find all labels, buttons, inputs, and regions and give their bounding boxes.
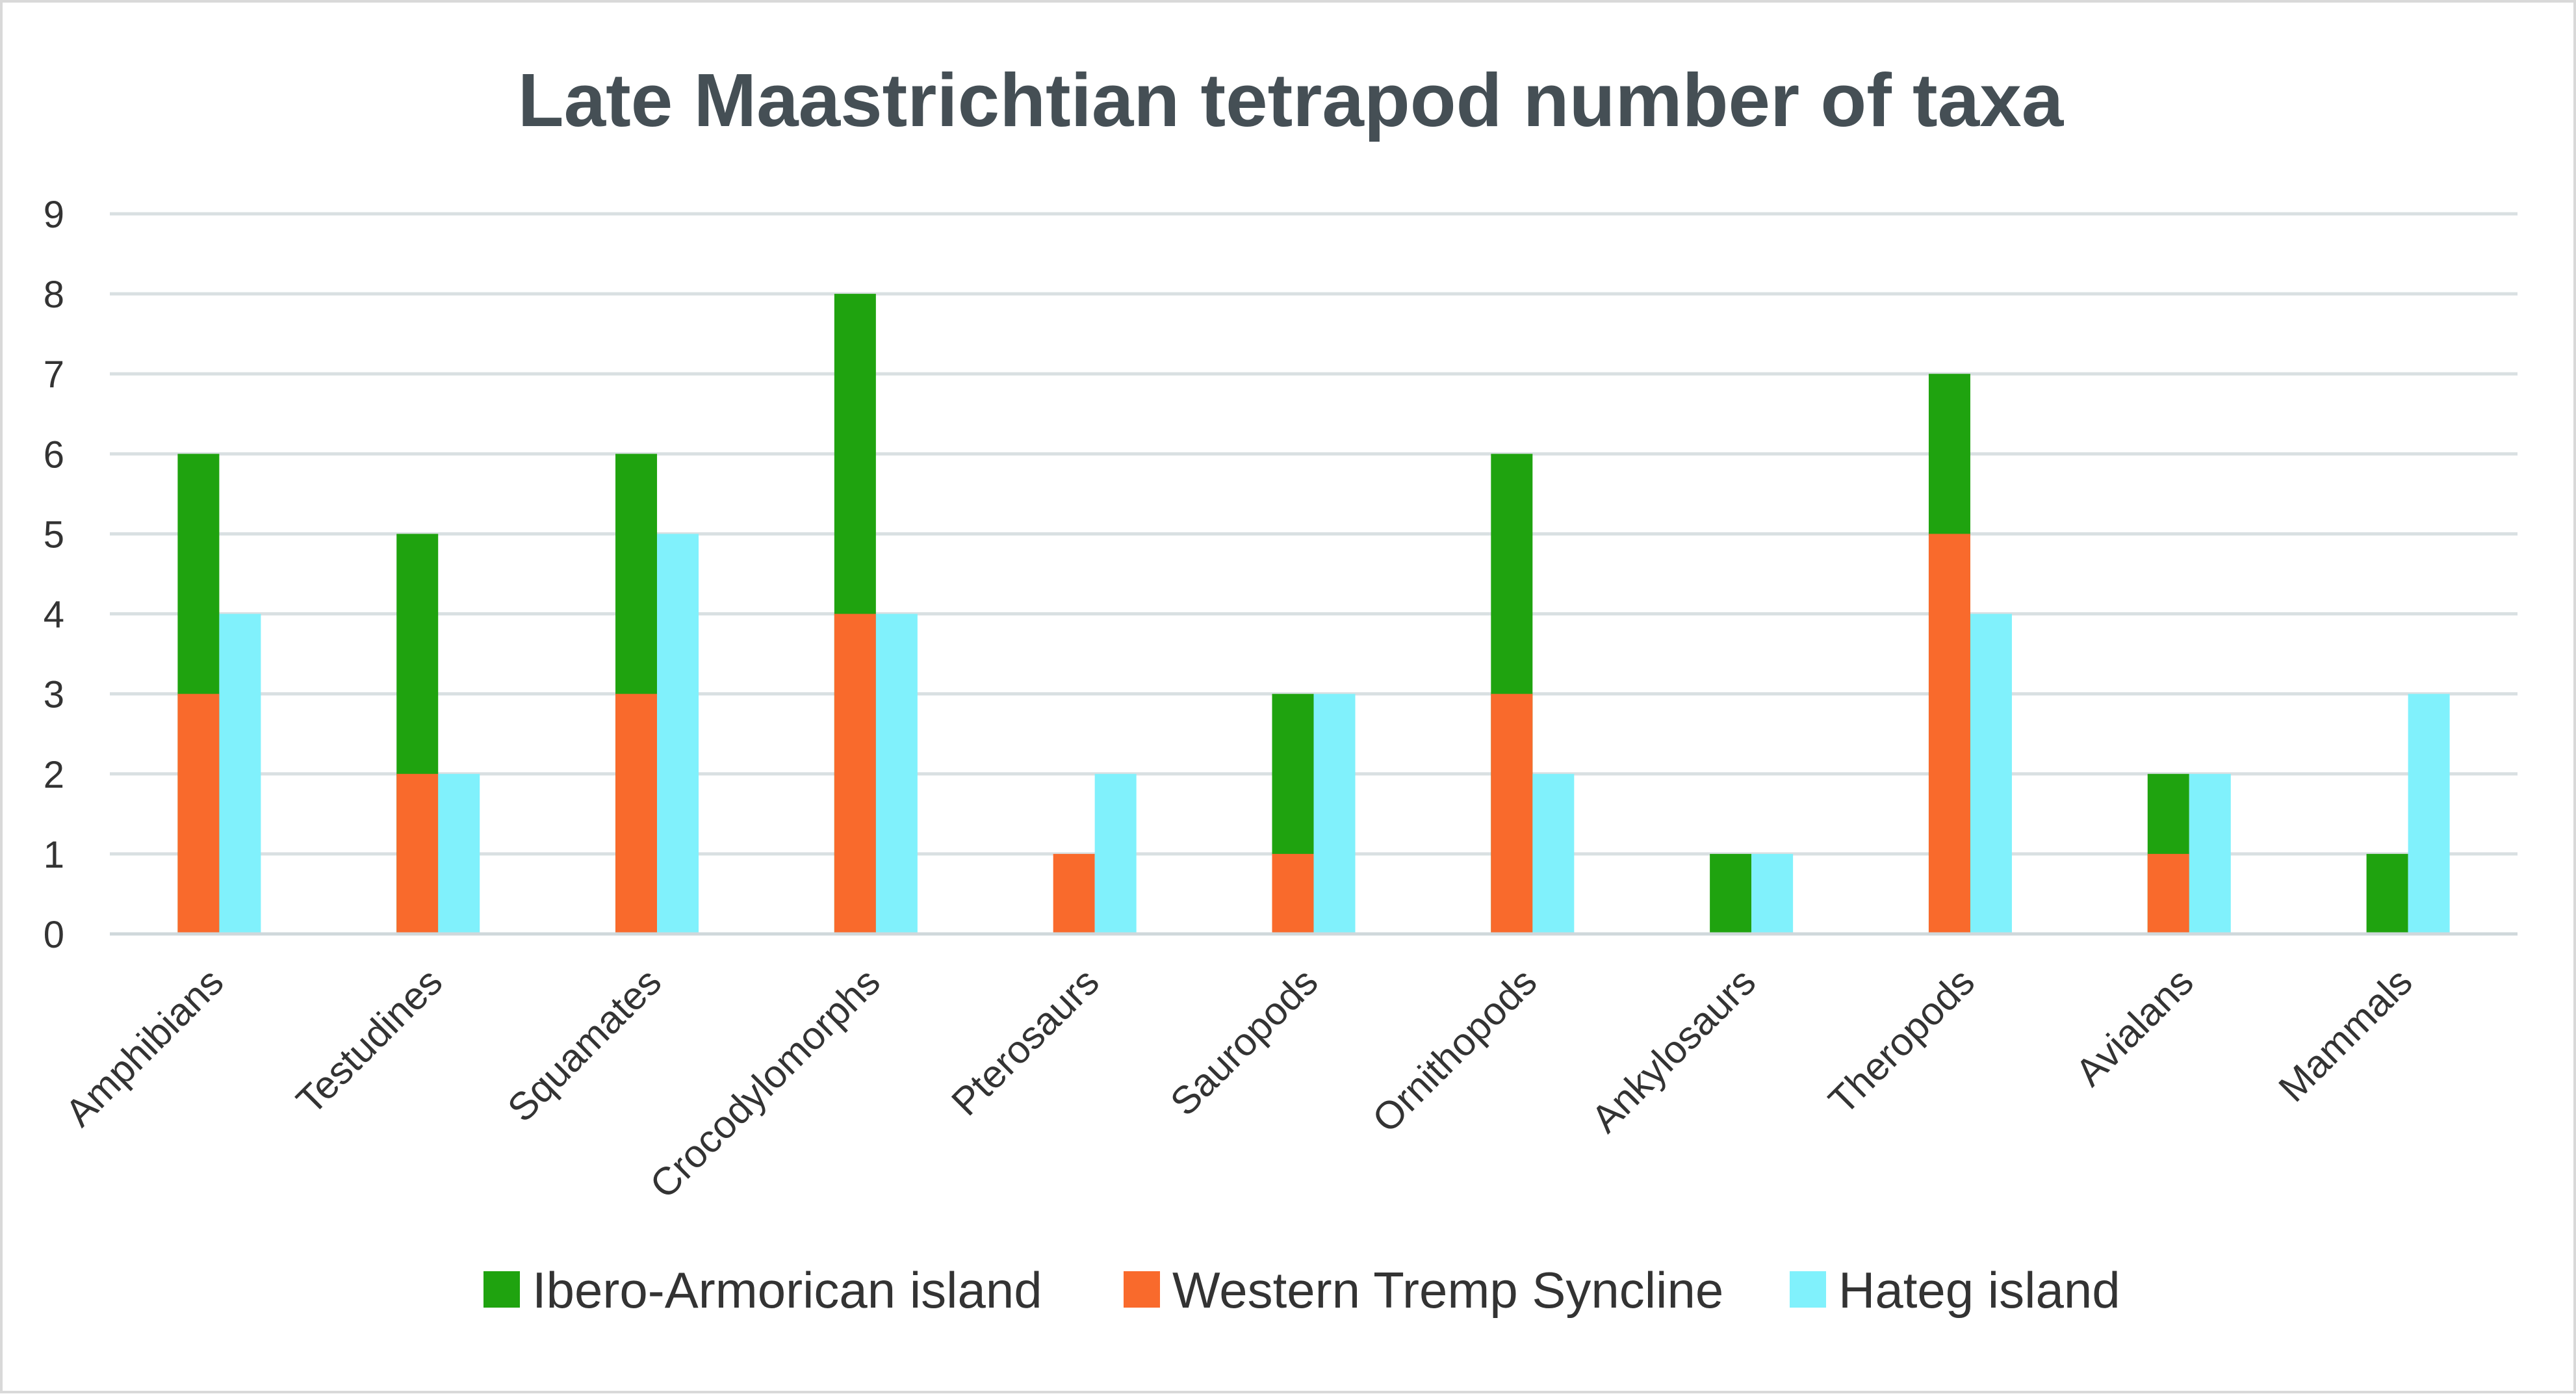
bar-western-tremp-avialans (2147, 853, 2189, 934)
y-tick-label: 0 (44, 914, 64, 956)
bar-hateg-sauropods (1313, 693, 1356, 934)
bar-western-tremp-sauropods (1272, 853, 1314, 934)
bar-hateg-amphibians (219, 614, 261, 934)
x-category-label: Amphibians (57, 960, 232, 1135)
bar-hateg-squamates (657, 534, 699, 934)
y-tick-label: 4 (44, 594, 64, 636)
bar-hateg-mammals (2408, 693, 2450, 934)
bar-hateg-crocodylomorphs (875, 614, 918, 934)
bar-western-tremp-theropods (1928, 534, 1970, 934)
bar-western-tremp-pterosaurs (1053, 853, 1095, 934)
legend-label: Ibero-Armorican island (532, 1261, 1042, 1319)
x-category-label: Ankylosaurs (1583, 960, 1764, 1141)
legend-swatch (1124, 1271, 1160, 1308)
x-category-label: Sauropods (1162, 960, 1326, 1124)
x-category-label: Mammals (2271, 960, 2421, 1110)
bars (177, 294, 2450, 935)
y-tick-label: 2 (44, 754, 64, 796)
x-category-label: Ornithopods (1364, 960, 1545, 1141)
chart-title: Late Maastrichtian tetrapod number of ta… (518, 58, 2065, 142)
legend: Ibero-Armorican island Western Tremp Sync… (483, 1261, 2120, 1319)
legend-swatch (483, 1271, 520, 1308)
bar-chart: Late Maastrichtian tetrapod number of ta… (44, 58, 2518, 1319)
legend-swatch (1790, 1271, 1826, 1308)
legend-label: Western Tremp Syncline (1172, 1261, 1723, 1319)
bar-ibero-armorican-mammals (2366, 853, 2408, 934)
bar-hateg-pterosaurs (1094, 773, 1137, 934)
bar-hateg-ankylosaurs (1751, 853, 1794, 934)
x-category-label: Avialans (2067, 960, 2202, 1094)
y-tick-label: 5 (44, 513, 64, 556)
bar-hateg-avialans (2189, 773, 2231, 934)
legend-label: Hateg island (1838, 1261, 2120, 1319)
y-tick-label: 9 (44, 194, 64, 236)
y-tick-label: 3 (44, 674, 64, 716)
gridlines (110, 212, 2518, 856)
y-axis-ticks: 0 1 2 3 4 5 6 7 8 9 (44, 194, 64, 956)
x-category-label: Testudines (288, 960, 450, 1122)
bar-hateg-theropods (1970, 614, 2012, 934)
bar-western-tremp-ornithopods (1491, 693, 1533, 934)
x-category-label: Theropods (1820, 960, 1983, 1122)
y-tick-label: 8 (44, 274, 64, 316)
y-tick-label: 1 (44, 834, 64, 876)
x-category-label: Squamates (499, 960, 669, 1130)
bar-western-tremp-amphibians (177, 693, 220, 934)
bar-western-tremp-squamates (615, 693, 658, 934)
x-category-label: Pterosaurs (943, 960, 1107, 1124)
x-category-label: Crocodylomorphs (641, 960, 888, 1207)
bar-western-tremp-testudines (396, 773, 439, 934)
bar-ibero-armorican-ankylosaurs (1710, 853, 1752, 934)
y-tick-label: 6 (44, 433, 64, 476)
bar-hateg-testudines (438, 773, 480, 934)
bar-hateg-ornithopods (1532, 773, 1575, 934)
x-axis-labels: Amphibians Testudines SquamatesCrocodylomo… (57, 960, 2421, 1207)
bar-western-tremp-crocodylomorphs (834, 614, 876, 934)
y-tick-label: 7 (44, 354, 64, 396)
